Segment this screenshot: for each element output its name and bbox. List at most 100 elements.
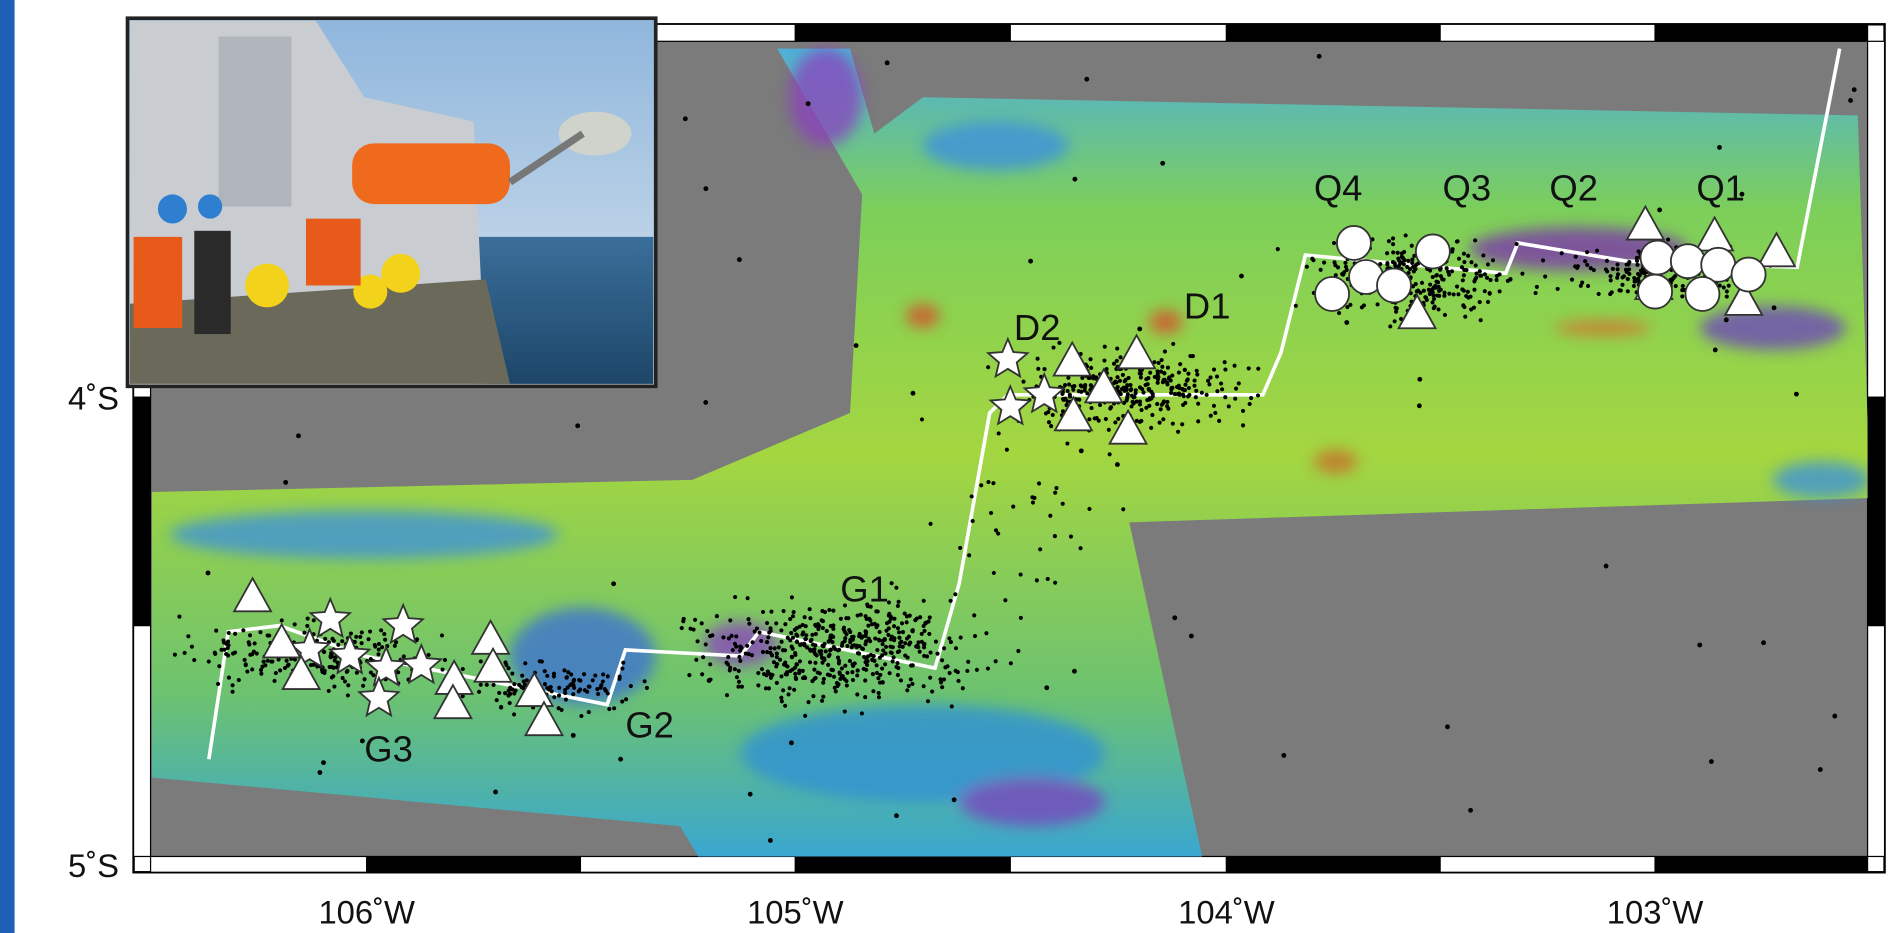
epicenter — [1130, 404, 1134, 408]
epicenter — [1437, 289, 1441, 293]
epicenter — [704, 642, 708, 646]
border-tick — [1655, 856, 1868, 872]
epicenter — [883, 637, 887, 641]
epicenter — [1474, 272, 1478, 276]
epicenter — [1053, 534, 1057, 538]
epicenter — [248, 653, 252, 657]
epicenter — [844, 616, 848, 620]
epicenter — [312, 618, 316, 622]
epicenter — [1049, 424, 1053, 428]
epicenter — [894, 813, 899, 818]
epicenter — [1632, 284, 1636, 288]
epicenter — [1212, 367, 1216, 371]
epicenter — [737, 655, 741, 659]
epicenter — [871, 689, 875, 693]
epicenter — [923, 621, 927, 625]
epicenter — [809, 639, 813, 643]
epicenter — [687, 673, 691, 677]
epicenter — [1196, 419, 1200, 423]
epicenter — [822, 658, 826, 662]
epicenter — [986, 365, 990, 369]
epicenter — [517, 683, 521, 687]
epicenter — [243, 658, 247, 662]
circle-marker — [1732, 258, 1766, 292]
epicenter — [1406, 259, 1410, 263]
epicenter — [272, 679, 276, 683]
epicenter — [734, 634, 738, 638]
epicenter — [620, 699, 624, 703]
border-tick — [1226, 856, 1440, 872]
epicenter — [1456, 292, 1460, 296]
epicenter — [970, 494, 974, 498]
epicenter — [788, 686, 792, 690]
epicenter — [766, 669, 770, 673]
epicenter — [1016, 649, 1020, 653]
epicenter — [1495, 274, 1499, 278]
epicenter — [377, 642, 381, 646]
epicenter — [1178, 362, 1182, 366]
epicenter — [680, 626, 684, 630]
epicenter — [1171, 422, 1175, 426]
epicenter — [368, 629, 372, 633]
page: {"map": { "lat_labels": ["4˚S", "5˚S"], … — [0, 0, 1904, 933]
epicenter — [361, 684, 365, 688]
epicenter — [884, 629, 888, 633]
epicenter — [911, 391, 916, 396]
epicenter — [427, 653, 431, 657]
epicenter — [1657, 207, 1662, 212]
epicenter — [1160, 365, 1164, 369]
epicenter — [1125, 396, 1129, 400]
epicenter — [1595, 249, 1599, 253]
epicenter — [1620, 283, 1624, 287]
epicenter — [1498, 289, 1502, 293]
epicenter — [784, 663, 788, 667]
epicenter — [571, 733, 576, 738]
epicenter — [583, 688, 587, 692]
epicenter — [888, 671, 892, 675]
epicenter — [837, 648, 841, 652]
epicenter — [330, 637, 334, 641]
epicenter — [1149, 390, 1153, 394]
epicenter — [1237, 381, 1241, 385]
epicenter — [920, 632, 924, 636]
epicenter — [1003, 598, 1007, 602]
epicenter — [783, 622, 787, 626]
circle-marker — [1377, 268, 1411, 302]
epicenter — [1410, 257, 1414, 261]
epicenter — [1622, 274, 1626, 278]
epicenter — [825, 629, 829, 633]
epicenter — [618, 757, 623, 762]
epicenter — [1466, 290, 1470, 294]
epicenter — [1104, 417, 1108, 421]
epicenter — [1360, 305, 1364, 309]
epicenter — [789, 740, 794, 745]
epicenter — [306, 617, 310, 621]
epicenter — [1079, 546, 1083, 550]
epicenter — [512, 712, 516, 716]
epicenter — [842, 627, 846, 631]
epicenter — [1336, 265, 1340, 269]
epicenter — [829, 668, 833, 672]
epicenter — [1131, 400, 1135, 404]
epicenter — [1223, 360, 1227, 364]
epicenter — [1217, 419, 1221, 423]
epicenter — [274, 671, 278, 675]
epicenter — [1464, 294, 1468, 298]
epicenter — [959, 635, 963, 639]
epicenter — [366, 637, 370, 641]
epicenter — [1071, 385, 1075, 389]
epicenter — [222, 640, 226, 644]
epicenter — [781, 688, 785, 692]
epicenter — [761, 610, 765, 614]
epicenter — [688, 627, 692, 631]
epicenter — [607, 707, 611, 711]
epicenter — [1212, 404, 1216, 408]
epicenter — [1116, 385, 1120, 389]
epicenter — [1163, 349, 1167, 353]
epicenter — [1541, 258, 1545, 262]
epicenter — [244, 663, 248, 667]
epicenter — [986, 480, 990, 484]
lat-label: 5˚S — [68, 847, 119, 884]
epicenter — [886, 633, 890, 637]
epicenter — [1089, 366, 1093, 370]
